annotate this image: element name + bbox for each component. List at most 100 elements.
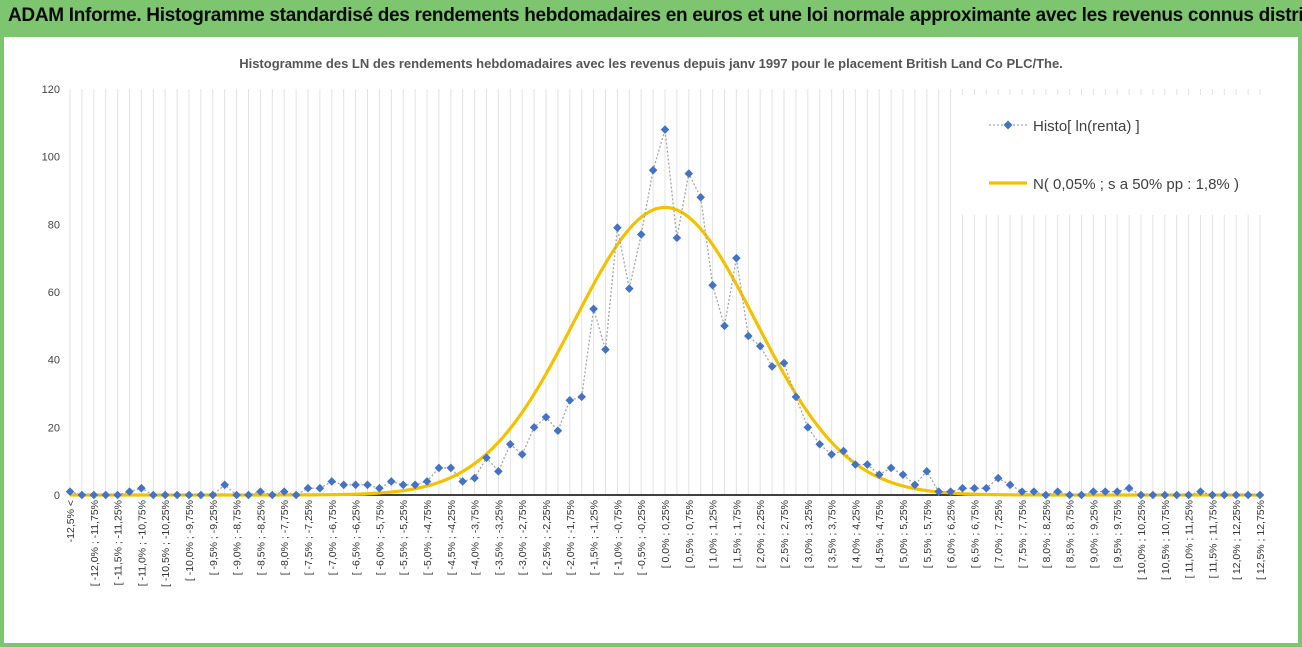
histogram-point [208,490,218,500]
histogram-series-layer [65,125,1265,500]
histogram-point [1243,490,1253,500]
x-tick-label: [ -10,5% ; -10,25% [160,500,172,587]
histogram-point [1148,490,1158,500]
histogram-point [589,304,598,314]
x-tick-label: [ -5,0% ; -4,75% [422,500,434,575]
histogram-point [529,423,539,432]
x-tick-label: [ 2,0% ; 2,25% [755,500,767,568]
legend-normal-label: N( 0,05% ; s a 50% pp : 1,8% ) [1033,176,1239,193]
histogram-point [458,477,467,486]
x-tick-label: [ -6,0% ; -5,75% [374,500,386,575]
legend-histogram-label: Histo[ ln(renta) ] [1033,118,1140,135]
x-tick-label: [ -12,0% ; -11,75% [89,500,101,586]
histogram-point [291,490,301,500]
x-tick-label: [ 4,0% ; 4,25% [850,500,862,568]
legend: Histo[ ln(renta) ] N( 0,05% ; s a 50% pp … [962,95,1288,215]
histogram-point [1196,487,1205,496]
x-tick-label: [ 10,0% ; 10,25% [1136,500,1148,580]
histogram-point [910,480,920,490]
histogram-point [755,341,765,351]
histogram-point [720,321,729,331]
x-tick-label: [ -4,0% ; -3,75% [470,500,482,575]
histogram-point [101,490,110,500]
histogram-point [827,450,836,459]
histogram-point [636,230,646,239]
histogram-point [1065,490,1074,500]
histogram-point [387,477,396,486]
histogram-point [613,223,622,233]
y-tick-label: 100 [42,152,60,164]
histogram-point [541,412,551,422]
x-tick-label: [ -7,5% ; -7,25% [303,500,315,575]
histogram-point [232,490,241,500]
x-tick-label: [ -6,5% ; -6,25% [351,500,363,575]
chart-panel: Histogramme des LN des rendements hebdom… [4,37,1298,643]
histogram-point [732,253,741,263]
x-tick-label: [ 9,0% ; 9,25% [1088,500,1100,568]
histogram-point [446,463,456,473]
x-tick-label: [ -1,5% ; -1,25% [589,500,601,575]
x-tick-label: -12,5% < [65,500,77,542]
histogram-dotted-line [69,129,1260,496]
histogram-point [1184,490,1193,500]
x-tick-label: [ -4,5% ; -4,25% [446,500,458,575]
histogram-point [839,446,848,456]
legend-box [962,95,1288,215]
histogram-point [934,487,943,496]
histogram-point [351,480,360,490]
histogram-point [1172,490,1181,500]
histogram-point [660,125,670,134]
histogram-point [1136,490,1146,500]
histogram-point [1017,487,1027,496]
x-tick-label: [ 0,5% ; 0,75% [684,500,696,568]
x-tick-label: [ -9,5% ; -9,25% [208,500,220,575]
histogram-point [279,487,289,496]
histogram-point [684,169,694,178]
x-tick-label: [ -5,5% ; -5,25% [398,500,410,575]
x-tick-label: [ -8,0% ; -7,75% [279,500,291,575]
histogram-point [803,423,813,432]
x-tick-label: [ 10,5% ; 10,75% [1160,500,1172,580]
x-tick-label: [ 9,5% ; 9,75% [1112,500,1124,568]
histogram-point [65,487,75,496]
histogram-point [553,426,563,436]
x-tick-label: [ -8,5% ; -8,25% [255,500,267,575]
x-tick-label: [ 8,5% ; 8,75% [1065,500,1077,568]
histogram-point [672,233,682,243]
histogram-point [815,439,824,449]
x-tick-label: [ 12,5% ; 12,75% [1255,500,1267,580]
histogram-chart: Histogramme des LN des rendements hebdom… [42,56,1288,587]
x-tick-label: [ -7,0% ; -6,75% [327,500,339,575]
histogram-point [327,477,337,486]
histogram-point [1053,487,1062,496]
histogram-point [779,358,789,368]
x-tick-label: [ 5,5% ; 5,75% [922,500,934,568]
histogram-point [184,490,194,500]
x-tick-label: [ 2,5% ; 2,75% [779,500,791,568]
histogram-point [137,483,146,493]
chart-title: Histogramme des LN des rendements hebdom… [239,56,1063,71]
legend-histogram-marker [1003,120,1013,130]
histogram-point [113,490,122,500]
histogram-point [601,345,610,354]
histogram-point [196,490,206,500]
histogram-point [517,450,527,459]
x-tick-label: [ 6,0% ; 6,25% [946,500,958,568]
x-tick-label: [ -1,0% ; -0,75% [612,500,624,575]
histogram-point [149,490,158,500]
histogram-point [993,473,1003,483]
histogram-point [1077,490,1086,500]
histogram-point [898,470,908,479]
histogram-point [125,487,134,496]
histogram-point [339,480,348,490]
histogram-point [482,453,491,463]
x-tick-label: [ -3,0% ; -2,75% [517,500,529,575]
histogram-point [315,483,325,493]
report-banner: ADAM Informe. Histogramme standardisé de… [0,0,1302,36]
x-tick-label: [ 3,5% ; 3,75% [827,500,839,568]
x-tick-label: [ 0,0% ; 0,25% [660,500,672,568]
histogram-point [422,477,432,486]
histogram-point [874,470,884,479]
histogram-point [470,473,479,483]
